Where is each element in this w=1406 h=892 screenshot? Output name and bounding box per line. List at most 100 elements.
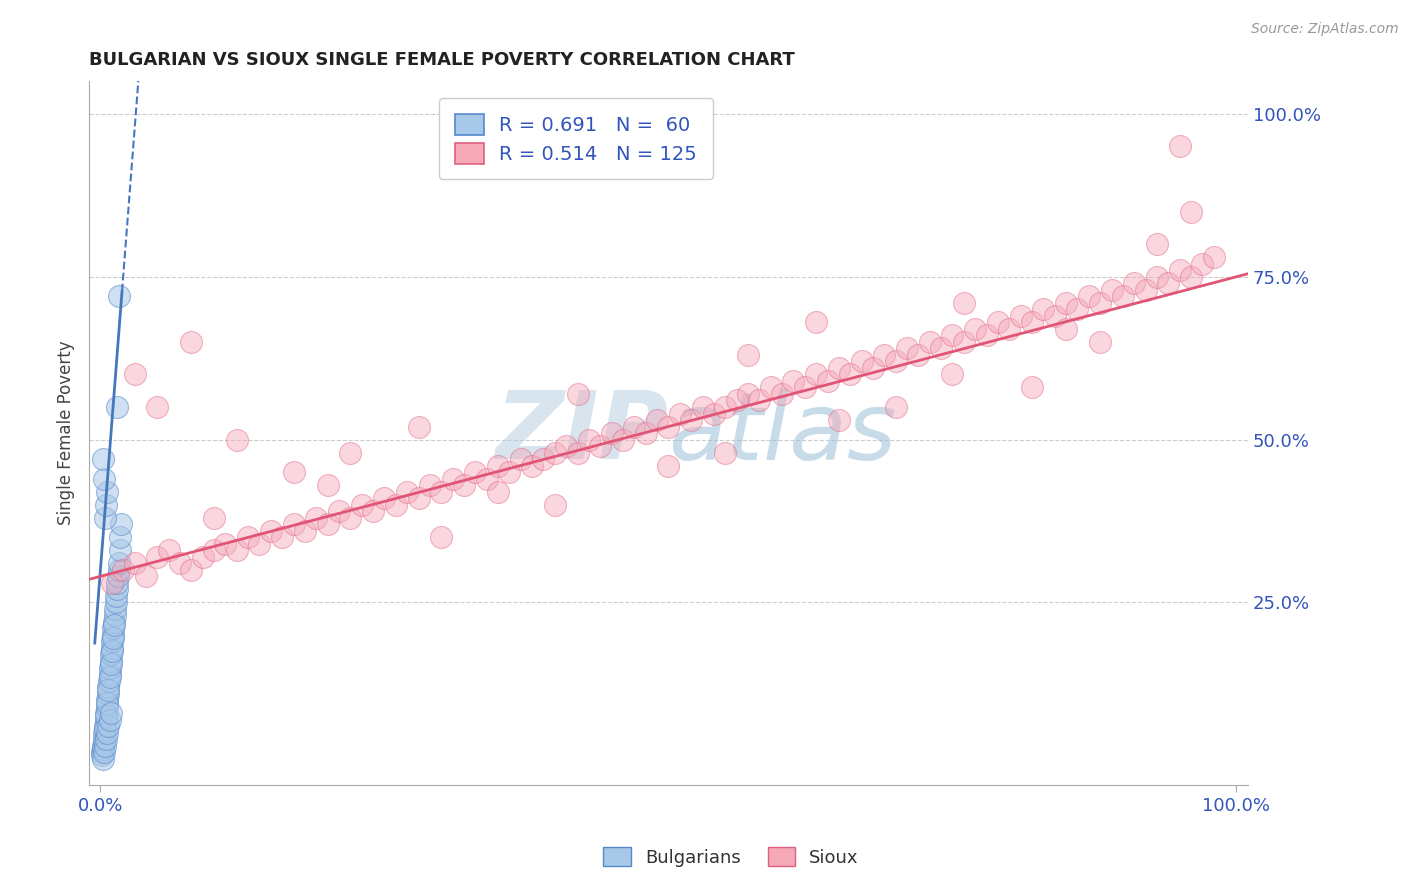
Point: [1180, 269, 1202, 284]
Point: [441, 472, 464, 486]
Point: [804, 315, 827, 329]
Point: [107, 563, 129, 577]
Point: [657, 458, 679, 473]
Point: [486, 484, 509, 499]
Point: [589, 439, 612, 453]
Point: [578, 433, 600, 447]
Point: [93, 732, 115, 747]
Point: [104, 608, 127, 623]
Point: [94, 719, 117, 733]
Point: [91, 742, 114, 756]
Point: [965, 322, 987, 336]
Point: [97, 680, 120, 694]
Point: [862, 360, 884, 375]
Point: [97, 687, 120, 701]
Point: [657, 419, 679, 434]
Point: [101, 628, 124, 642]
Point: [214, 537, 236, 551]
Point: [98, 670, 121, 684]
Point: [124, 557, 146, 571]
Point: [283, 465, 305, 479]
Point: [612, 433, 634, 447]
Point: [100, 706, 122, 720]
Point: [339, 445, 361, 459]
Point: [408, 419, 430, 434]
Point: [770, 387, 793, 401]
Point: [112, 563, 135, 577]
Point: [714, 400, 737, 414]
Point: [430, 530, 453, 544]
Point: [157, 543, 180, 558]
Point: [104, 595, 127, 609]
Point: [93, 472, 115, 486]
Point: [681, 413, 703, 427]
Point: [94, 709, 117, 723]
Point: [108, 543, 131, 558]
Point: [350, 498, 373, 512]
Point: [94, 713, 117, 727]
Point: [567, 387, 589, 401]
Point: [782, 374, 804, 388]
Point: [793, 380, 815, 394]
Point: [96, 699, 118, 714]
Point: [828, 360, 851, 375]
Point: [1101, 283, 1123, 297]
Legend: Bulgarians, Sioux: Bulgarians, Sioux: [596, 840, 866, 874]
Point: [103, 618, 125, 632]
Point: [987, 315, 1010, 329]
Point: [419, 478, 441, 492]
Point: [544, 445, 567, 459]
Point: [533, 452, 555, 467]
Point: [1191, 257, 1213, 271]
Point: [759, 380, 782, 394]
Point: [91, 752, 114, 766]
Point: [748, 393, 770, 408]
Point: [692, 400, 714, 414]
Point: [101, 631, 124, 645]
Point: [1168, 263, 1191, 277]
Point: [202, 543, 225, 558]
Point: [91, 748, 114, 763]
Point: [1043, 309, 1066, 323]
Point: [839, 368, 862, 382]
Point: [107, 289, 129, 303]
Text: Source: ZipAtlas.com: Source: ZipAtlas.com: [1251, 22, 1399, 37]
Point: [107, 400, 129, 414]
Point: [634, 425, 657, 440]
Point: [180, 563, 202, 577]
Point: [180, 334, 202, 349]
Point: [93, 745, 115, 759]
Point: [453, 478, 475, 492]
Point: [430, 484, 453, 499]
Point: [97, 719, 120, 733]
Point: [1066, 302, 1088, 317]
Point: [1088, 334, 1111, 349]
Point: [918, 334, 941, 349]
Point: [328, 504, 350, 518]
Point: [396, 484, 419, 499]
Point: [93, 735, 115, 749]
Point: [108, 557, 131, 571]
Point: [929, 342, 952, 356]
Point: [260, 524, 283, 538]
Point: [1032, 302, 1054, 317]
Point: [146, 549, 169, 564]
Point: [94, 706, 117, 720]
Point: [91, 452, 114, 467]
Point: [249, 537, 271, 551]
Text: BULGARIAN VS SIOUX SINGLE FEMALE POVERTY CORRELATION CHART: BULGARIAN VS SIOUX SINGLE FEMALE POVERTY…: [89, 51, 794, 69]
Point: [101, 644, 124, 658]
Point: [271, 530, 294, 544]
Point: [100, 657, 122, 672]
Point: [464, 465, 486, 479]
Point: [316, 478, 339, 492]
Point: [555, 439, 578, 453]
Y-axis label: Single Female Poverty: Single Female Poverty: [58, 341, 75, 525]
Point: [101, 575, 124, 590]
Point: [94, 510, 117, 524]
Point: [567, 445, 589, 459]
Point: [110, 517, 132, 532]
Point: [408, 491, 430, 505]
Point: [236, 530, 259, 544]
Point: [91, 739, 114, 753]
